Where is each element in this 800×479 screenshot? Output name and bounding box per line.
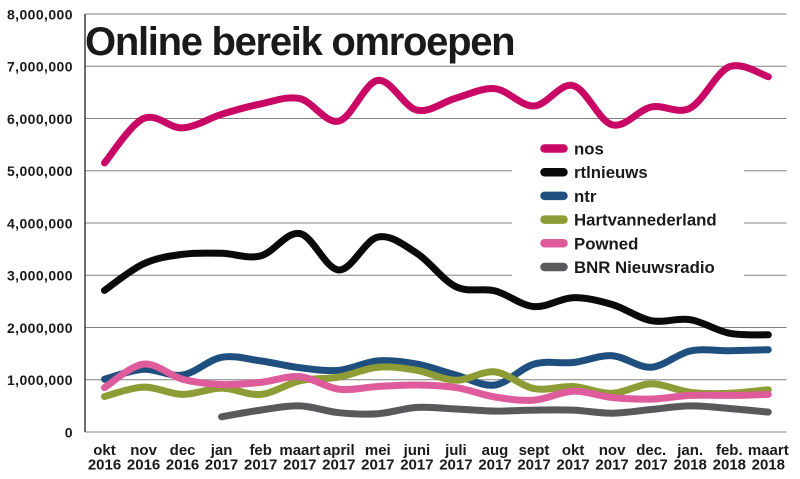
svg-text:aug: aug: [482, 442, 509, 459]
svg-text:2017: 2017: [517, 457, 550, 474]
svg-text:2017: 2017: [322, 457, 355, 474]
svg-text:2017: 2017: [595, 457, 628, 474]
svg-text:maart: maart: [279, 442, 320, 459]
svg-text:2017: 2017: [478, 457, 511, 474]
svg-text:0: 0: [65, 424, 73, 440]
svg-text:Powned: Powned: [574, 234, 638, 253]
svg-text:april: april: [323, 442, 355, 459]
svg-text:8,000,000: 8,000,000: [7, 6, 73, 22]
svg-text:nov: nov: [599, 442, 626, 459]
svg-text:5,000,000: 5,000,000: [7, 163, 73, 179]
svg-text:maart: maart: [748, 442, 789, 459]
svg-text:2016: 2016: [127, 457, 160, 474]
svg-text:2017: 2017: [635, 457, 668, 474]
svg-text:2017: 2017: [283, 457, 316, 474]
svg-text:sept: sept: [519, 442, 550, 459]
svg-text:ntr: ntr: [574, 187, 597, 206]
svg-text:feb: feb: [249, 442, 272, 459]
svg-text:Online bereik omroepen: Online bereik omroepen: [85, 20, 514, 64]
svg-text:jan.: jan.: [676, 442, 703, 459]
svg-text:2,000,000: 2,000,000: [7, 320, 73, 336]
svg-text:juni: juni: [403, 442, 431, 459]
svg-text:Hartvannederland: Hartvannederland: [574, 211, 717, 230]
svg-text:2016: 2016: [166, 457, 199, 474]
svg-text:nos: nos: [574, 140, 604, 159]
svg-text:juli: juli: [444, 442, 467, 459]
svg-text:2018: 2018: [752, 457, 785, 474]
svg-text:BNR Nieuwsradio: BNR Nieuwsradio: [574, 258, 715, 277]
svg-text:feb.: feb.: [716, 442, 743, 459]
svg-text:okt: okt: [93, 442, 116, 459]
svg-text:2017: 2017: [400, 457, 433, 474]
svg-text:2017: 2017: [244, 457, 277, 474]
svg-text:2017: 2017: [205, 457, 238, 474]
svg-text:2017: 2017: [361, 457, 394, 474]
svg-text:2017: 2017: [439, 457, 472, 474]
svg-text:7,000,000: 7,000,000: [7, 59, 73, 75]
svg-text:2016: 2016: [88, 457, 121, 474]
svg-text:okt: okt: [562, 442, 585, 459]
svg-text:dec.: dec.: [636, 442, 666, 459]
svg-text:6,000,000: 6,000,000: [7, 111, 73, 127]
svg-text:jan: jan: [210, 442, 233, 459]
svg-text:nov: nov: [130, 442, 157, 459]
svg-text:2018: 2018: [713, 457, 746, 474]
svg-text:mei: mei: [365, 442, 391, 459]
svg-text:1,000,000: 1,000,000: [7, 372, 73, 388]
svg-text:2017: 2017: [556, 457, 589, 474]
svg-text:4,000,000: 4,000,000: [7, 215, 73, 231]
svg-text:rtlnieuws: rtlnieuws: [574, 163, 648, 182]
svg-text:dec: dec: [170, 442, 196, 459]
svg-text:3,000,000: 3,000,000: [7, 268, 73, 284]
svg-text:2018: 2018: [674, 457, 707, 474]
